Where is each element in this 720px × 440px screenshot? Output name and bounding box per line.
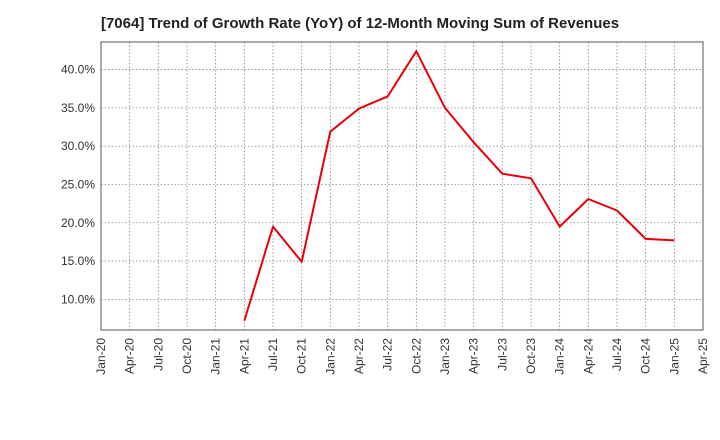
x-tick-label: Jan-25: [667, 338, 681, 375]
y-tick-label: 35.0%: [61, 101, 95, 115]
x-tick-label: Apr-22: [352, 338, 366, 374]
x-tick-label: Jan-24: [553, 338, 567, 375]
x-tick-label: Apr-24: [581, 338, 595, 374]
x-tick-label: Jan-21: [209, 338, 223, 375]
y-tick-label: 20.0%: [61, 216, 95, 230]
x-tick-label: Apr-21: [237, 338, 251, 374]
y-tick-label: 15.0%: [61, 254, 95, 268]
chart-title: [7064] Trend of Growth Rate (YoY) of 12-…: [100, 15, 620, 32]
x-tick-label: Jul-23: [495, 338, 509, 371]
x-tick-label: Jul-21: [266, 338, 280, 371]
x-tick-label: Jul-24: [610, 338, 624, 371]
plot-area: [101, 42, 703, 330]
x-tick-label: Oct-21: [295, 338, 309, 374]
x-tick-label: Oct-23: [524, 338, 538, 374]
x-tick-label: Oct-22: [409, 338, 423, 374]
y-tick-label: 40.0%: [61, 63, 95, 77]
x-tick-label: Jul-20: [151, 338, 165, 371]
x-tick-label: Jan-20: [94, 338, 108, 375]
y-tick-label: 10.0%: [61, 292, 95, 306]
x-tick-label: Apr-23: [467, 338, 481, 374]
x-tick-label: Jul-22: [381, 338, 395, 371]
x-tick-label: Jan-23: [438, 338, 452, 375]
series-line: [243, 50, 675, 322]
x-tick-label: Apr-25: [696, 338, 710, 374]
plot-frame: [100, 41, 704, 331]
y-tick-label: 30.0%: [61, 139, 95, 153]
x-tick-label: Oct-24: [639, 338, 653, 374]
x-tick-label: Apr-20: [123, 338, 137, 374]
x-tick-label: Jan-22: [323, 338, 337, 375]
x-tick-label: Oct-20: [180, 338, 194, 374]
y-tick-label: 25.0%: [61, 177, 95, 191]
